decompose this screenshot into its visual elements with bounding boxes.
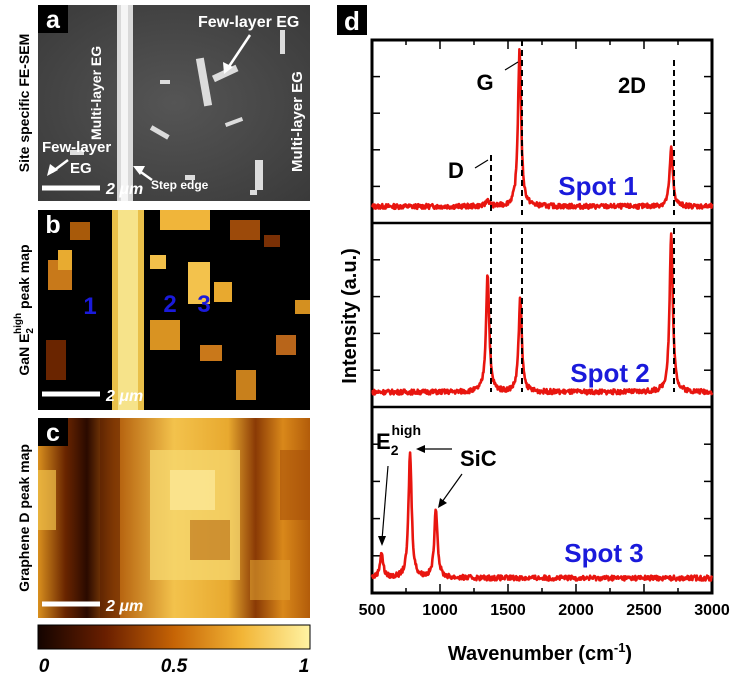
x-tick-label: 3000: [694, 602, 730, 619]
peak-label-D: D: [448, 158, 464, 183]
spectrum-line-3: [370, 451, 714, 582]
x-axis-label: Wavenumber (cm-1): [448, 640, 632, 665]
x-tick-label: 1000: [422, 602, 458, 619]
peak-label-pointers: [474, 61, 519, 169]
panel-c-letter: c: [46, 419, 60, 447]
x-tick-label: 2500: [626, 602, 662, 619]
spot-2-label: Spot 2: [570, 358, 649, 388]
sem-arrows: [47, 34, 252, 182]
peak-label-G: G: [476, 70, 493, 95]
eg-left-label: EG: [70, 160, 92, 177]
panel-d-letter: d: [344, 6, 360, 36]
x-tick-label: 2000: [558, 602, 594, 619]
spot-1-marker: 1: [83, 293, 96, 320]
step-edge-label: Step edge: [151, 178, 209, 192]
spectra-plot: 500 1000 1500 2000 2500 3000: [359, 38, 730, 619]
sem-image: [38, 5, 310, 201]
panel-c: c 2 μm Graphene D peak map: [16, 418, 310, 618]
peak-label-E2-high: E2high: [376, 422, 421, 458]
peak-guides: [490, 40, 675, 392]
x-tick-label: 1500: [490, 602, 526, 619]
multi-layer-eg-right-label: Multi-layer EG: [289, 71, 306, 172]
graphene-map-features: [38, 418, 310, 618]
colorbar-gradient: [37, 624, 311, 650]
spot-3-marker: 3: [197, 291, 210, 318]
peak-arrows: [378, 445, 463, 546]
scale-label-b: 2 μm: [105, 388, 143, 405]
panel-a-letter: a: [46, 6, 61, 34]
spot-2-marker: 2: [163, 291, 176, 318]
x-tick-label: 500: [359, 602, 386, 619]
gan-map-features: [46, 210, 310, 410]
spectrum-line-2: [371, 232, 714, 396]
plot-frame: [370, 38, 714, 595]
spot-3-label: Spot 3: [564, 538, 643, 568]
peak-label-2D: 2D: [618, 73, 646, 98]
colorbar: 0 0.5 1: [37, 624, 311, 677]
colorbar-tick-0.5: 0.5: [161, 656, 188, 677]
spectrum-line-1: [370, 48, 714, 211]
panel-c-side-label: Graphene D peak map: [16, 444, 32, 592]
panel-a: a Few-layer EG Multi-layer EG Multi-laye…: [16, 5, 310, 201]
spot-1-label: Spot 1: [558, 171, 637, 201]
few-layer-eg-top-label: Few-layer EG: [198, 14, 299, 31]
colorbar-tick-1: 1: [299, 656, 310, 677]
y-axis-label: Intensity (a.u.): [339, 248, 361, 384]
panel-d: d 500 1000 1500 2000 2500 3000 G 2D D E2high …: [337, 5, 730, 665]
multi-layer-eg-top-label: Multi-layer EG: [88, 46, 104, 140]
scale-label-a: 2 μm: [105, 181, 143, 198]
scale-label-c: 2 μm: [105, 598, 143, 615]
panel-b: b 1 2 3 2 μm GaN E2high peak map: [13, 210, 310, 410]
few-layer-left-label: Few-layer: [42, 139, 111, 156]
colorbar-tick-0: 0: [39, 656, 50, 677]
sem-flakes: [70, 30, 285, 195]
peak-label-SiC: SiC: [460, 446, 497, 471]
panel-b-letter: b: [45, 211, 60, 239]
panel-a-side-label: Site specific FE-SEM: [16, 34, 32, 172]
panel-b-side-label: GaN E2high peak map: [13, 244, 36, 375]
